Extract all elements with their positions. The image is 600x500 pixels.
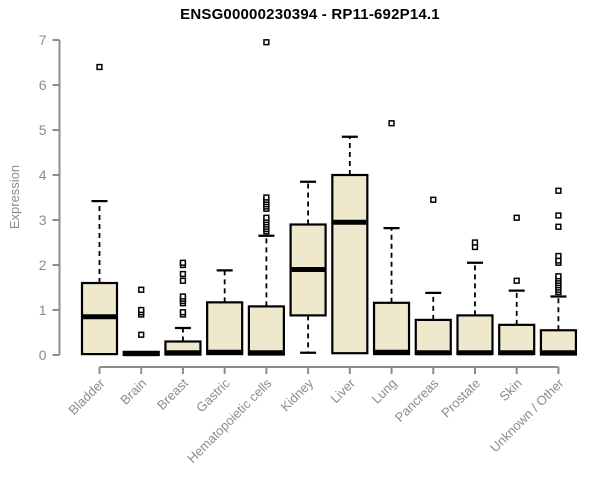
outlier-point bbox=[263, 214, 270, 221]
boxplot-gastric bbox=[206, 269, 244, 356]
boxplot-breast bbox=[164, 259, 202, 356]
y-axis: 0 1 2 3 4 5 6 7 bbox=[39, 32, 61, 363]
y-tick-label: 4 bbox=[39, 167, 47, 183]
outlier-point bbox=[179, 293, 187, 300]
x-category-label: Liver bbox=[327, 375, 358, 406]
x-category-label: Prostate bbox=[438, 376, 483, 421]
outlier-point bbox=[513, 277, 520, 284]
outlier-point bbox=[555, 252, 562, 260]
outlier-point bbox=[179, 277, 187, 284]
iqr-box bbox=[498, 323, 536, 356]
y-tick-label: 2 bbox=[39, 257, 47, 273]
boxplot-skin bbox=[498, 214, 536, 356]
boxplot-liver bbox=[331, 135, 369, 355]
outlier-point bbox=[388, 120, 395, 127]
outlier-point bbox=[263, 39, 270, 46]
boxplot-bladder bbox=[80, 63, 119, 356]
iqr-box bbox=[372, 301, 411, 356]
x-category-label: Gastric bbox=[193, 375, 233, 415]
outlier-point bbox=[138, 331, 145, 338]
boxplot-prostate bbox=[456, 239, 494, 356]
y-tick-label: 6 bbox=[39, 77, 47, 93]
iqr-box bbox=[247, 305, 285, 356]
outlier-point bbox=[96, 63, 103, 71]
y-tick-label: 0 bbox=[39, 347, 47, 363]
y-tick-label: 7 bbox=[39, 32, 47, 48]
outlier-point bbox=[138, 286, 145, 293]
iqr-box bbox=[414, 318, 452, 356]
x-category-label: Breast bbox=[154, 375, 191, 412]
y-tick-label: 3 bbox=[39, 212, 47, 228]
outlier-point bbox=[555, 223, 562, 230]
outlier-point bbox=[179, 309, 187, 316]
boxplot-hematopoietic-cells bbox=[247, 39, 285, 356]
x-category-label: Bladder bbox=[65, 375, 108, 418]
x-category-label: Brain bbox=[117, 376, 149, 408]
boxplot-unknown-other bbox=[539, 187, 578, 356]
outlier-point bbox=[179, 259, 187, 266]
chart-title: ENSG00000230394 - RP11-692P14.1 bbox=[180, 6, 440, 23]
boxplot-lung bbox=[372, 120, 411, 356]
outlier-point bbox=[471, 239, 479, 246]
outlier-point bbox=[555, 273, 562, 280]
outlier-point bbox=[555, 187, 562, 194]
outlier-point bbox=[179, 270, 187, 278]
outlier-point bbox=[555, 212, 562, 219]
outlier-point bbox=[513, 214, 520, 221]
x-category-label: Skin bbox=[496, 376, 524, 404]
iqr-box bbox=[456, 314, 494, 356]
iqr-box bbox=[206, 301, 244, 356]
x-category-label: Pancreas bbox=[392, 375, 442, 425]
boxplot-kidney bbox=[289, 180, 327, 354]
y-tick-label: 5 bbox=[39, 122, 47, 138]
boxplot-pancreas bbox=[414, 196, 452, 356]
boxplot-brain bbox=[122, 286, 160, 357]
outlier-point bbox=[430, 196, 437, 203]
outlier-point bbox=[138, 306, 145, 314]
y-tick-label: 1 bbox=[39, 302, 47, 318]
x-category-label: Unknown / Other bbox=[487, 375, 567, 455]
outlier-point bbox=[263, 194, 270, 201]
x-category-label: Lung bbox=[369, 376, 400, 407]
x-category-label: Kidney bbox=[278, 375, 317, 414]
iqr-box bbox=[331, 173, 369, 355]
